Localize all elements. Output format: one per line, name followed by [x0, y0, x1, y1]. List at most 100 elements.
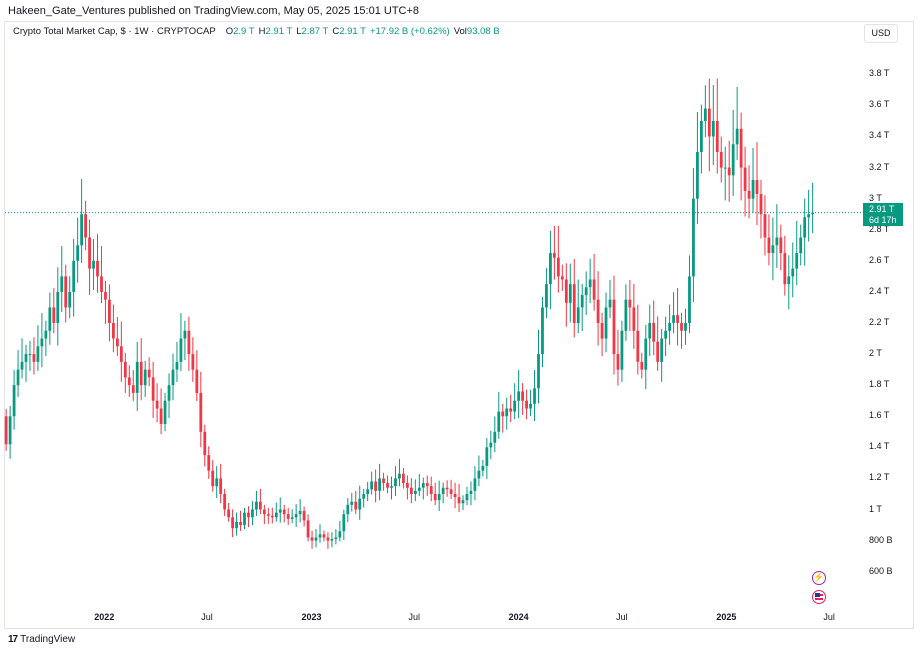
candle-body: [127, 377, 131, 386]
candle-body: [664, 330, 668, 339]
candle-body: [588, 279, 592, 288]
open-value: 2.9 T: [233, 26, 255, 37]
candle-body: [715, 120, 719, 153]
candle-body: [195, 369, 199, 393]
candle-body: [660, 338, 664, 362]
candle-body: [215, 478, 219, 487]
candle-body: [16, 369, 20, 386]
x-tick-label: Jul: [823, 612, 835, 622]
candle-body: [88, 237, 91, 269]
candle-body: [477, 470, 481, 479]
candle-body: [461, 500, 465, 504]
y-tick-label: 1.2 T: [869, 472, 890, 483]
x-tick-label: 2024: [508, 612, 529, 622]
x-tick-label: 2023: [301, 612, 322, 622]
us-flag-event-icon[interactable]: [812, 590, 826, 604]
candle-body: [576, 307, 580, 323]
candle-body: [207, 455, 211, 471]
candle-body: [449, 489, 453, 494]
candle-body: [171, 369, 175, 386]
candle-body: [187, 330, 191, 355]
tradingview-brand[interactable]: 17 TradingView: [8, 634, 75, 645]
candle-body: [131, 385, 135, 393]
x-tick-label: 2022: [94, 612, 115, 622]
candle-body: [612, 299, 616, 355]
candle-body: [223, 493, 227, 510]
candle-body: [648, 323, 652, 339]
candle-body: [199, 392, 203, 432]
candle-body: [298, 511, 302, 515]
y-tick-label: 2.8 T: [869, 223, 890, 234]
y-tick-label: 2.4 T: [869, 285, 890, 296]
close-label: C: [332, 26, 340, 37]
candle-body: [644, 338, 648, 370]
candle-body: [386, 483, 389, 488]
candle-body: [676, 315, 679, 323]
candle-body: [513, 400, 517, 412]
candle-body: [668, 323, 671, 331]
candle-body: [310, 537, 314, 541]
candle-body: [370, 481, 374, 490]
candle-body: [119, 346, 123, 362]
candle-body: [747, 190, 751, 199]
candle-body: [92, 260, 95, 269]
candle-body: [350, 501, 354, 505]
candle-body: [382, 478, 385, 484]
change-value: +17.92 B (+0.62%): [369, 26, 450, 37]
x-tick-label: Jul: [201, 612, 213, 622]
candle-body: [421, 483, 425, 488]
candle-body: [406, 483, 409, 488]
candle-body: [632, 307, 636, 331]
candle-body: [294, 514, 298, 518]
candle-body: [24, 354, 28, 362]
candle-body: [493, 431, 497, 443]
candle-body: [286, 514, 290, 519]
candle-body: [489, 442, 493, 448]
candle-body: [159, 408, 163, 425]
candle-body: [771, 245, 775, 254]
candle-body: [270, 515, 274, 518]
candle-body: [398, 473, 401, 479]
candle-body: [656, 341, 660, 362]
candle-body: [517, 391, 521, 401]
candle-body: [787, 276, 791, 285]
candle-body: [501, 411, 505, 417]
candle-body: [115, 338, 119, 347]
y-tick-label: 1 T: [869, 503, 882, 514]
y-tick-label: 1.8 T: [869, 379, 890, 390]
candle-body: [688, 276, 691, 323]
lightning-event-icon[interactable]: ⚡: [812, 571, 826, 585]
candle-body: [696, 152, 699, 199]
publisher-line: Hakeen_Gate_Ventures published on Tradin…: [8, 5, 420, 17]
candle-body: [791, 268, 795, 277]
candle-body: [151, 377, 155, 401]
candle-body: [167, 385, 171, 401]
candle-body: [620, 330, 624, 370]
close-value: 2.91 T: [339, 26, 366, 37]
candle-body: [549, 253, 552, 285]
candle-body: [330, 539, 334, 541]
candle-body: [560, 276, 564, 280]
candle-body: [20, 361, 24, 370]
candle-body: [636, 330, 640, 362]
y-tick-label: 3.4 T: [869, 130, 890, 141]
candle-body: [239, 521, 242, 526]
candle-body: [366, 489, 370, 494]
candle-body: [155, 400, 159, 409]
candle-body: [96, 260, 99, 277]
chart-frame: [4, 21, 914, 629]
chart-legend: Crypto Total Market Cap, $ · 1W · CRYPTO…: [13, 26, 500, 37]
last-price-value: 2.91 T: [869, 204, 895, 214]
candle-body: [624, 299, 628, 331]
last-price-label: 2.91 T 6d 17h: [863, 203, 903, 226]
candle-body: [32, 354, 36, 362]
candle-body: [759, 193, 763, 215]
symbol-title[interactable]: Crypto Total Market Cap, $ · 1W · CRYPTO…: [13, 26, 216, 37]
candle-body: [596, 299, 600, 323]
candle-body: [628, 299, 632, 308]
bar-countdown: 6d 17h: [869, 215, 897, 225]
candle-body: [580, 295, 584, 308]
candle-body: [592, 279, 596, 300]
currency-button[interactable]: USD: [864, 24, 898, 43]
